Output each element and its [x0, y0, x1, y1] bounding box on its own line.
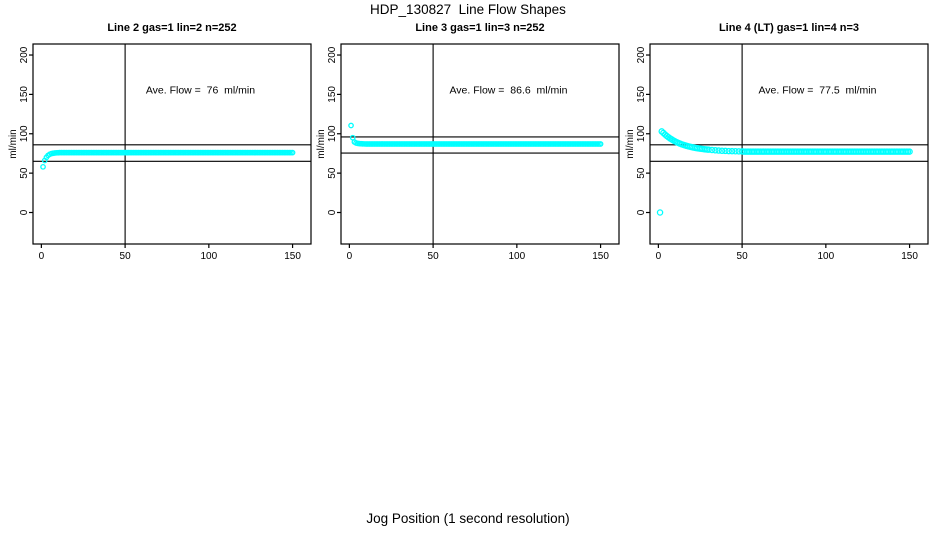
y-tick-label: 200: [19, 46, 30, 63]
y-tick-label: 100: [19, 125, 30, 142]
x-tick-label: 50: [737, 251, 749, 262]
data-point: [712, 147, 719, 154]
ave-flow-annotation: Ave. Flow = 86.6 ml/min: [449, 85, 567, 97]
plot-box: [32, 43, 312, 245]
data-point: [708, 146, 716, 154]
y-axis-label: ml/min: [316, 129, 327, 158]
y-tick-label: 150: [327, 86, 338, 103]
ave-flow-annotation: Ave. Flow = 77.5 ml/min: [758, 85, 876, 97]
data-point: [289, 149, 296, 156]
y-tick-label: 200: [327, 46, 338, 63]
panel-line3: Line 3 gas=1 lin=3 n=252 0 50 100 150 0 50 100…: [313, 22, 621, 272]
y-tick-label: 100: [636, 125, 647, 142]
x-tick-label: 0: [39, 251, 45, 262]
data-point: [40, 163, 46, 170]
plot-box: [340, 43, 620, 245]
x-tick-label: 50: [428, 251, 440, 262]
y-tick-label: 150: [19, 86, 30, 103]
data-point: [656, 209, 664, 216]
data-point: [715, 147, 722, 154]
y-tick-label: 150: [636, 86, 647, 103]
plot-box: [649, 43, 929, 245]
data-point: [597, 141, 604, 147]
plot-line3: 0 50 100 150 0 50 100 150 200 ml/min Ave. Flow = 8…: [316, 43, 620, 262]
y-tick-label: 50: [636, 167, 647, 179]
data-point: [722, 147, 729, 155]
data-point: [906, 148, 913, 155]
panel-line2: Line 2 gas=1 lin=2 n=252 0 50 100 150 0 50 100…: [5, 22, 313, 272]
y-tick-label: 0: [636, 209, 647, 215]
panel-title-line4: Line 4 (LT) gas=1 lin=4 n=3: [718, 22, 860, 34]
x-tick-label: 100: [200, 251, 217, 262]
y-tick-label: 50: [19, 167, 30, 179]
x-tick-label: 150: [901, 251, 918, 262]
y-tick-label: 50: [327, 167, 338, 179]
y-tick-label: 0: [327, 209, 338, 215]
data-point: [705, 146, 712, 153]
x-tick-label: 150: [592, 251, 609, 262]
y-tick-label: 100: [327, 125, 338, 142]
data-point: [718, 147, 726, 155]
plot-line2: 0 50 100 150 0 50 100 150 200 ml/min Ave. Flow = 7…: [8, 43, 312, 262]
x-tick-label: 0: [347, 251, 353, 262]
x-tick-label: 0: [656, 251, 662, 262]
panel-title-line3: Line 3 gas=1 lin=3 n=252: [415, 22, 545, 34]
x-tick-label: 100: [817, 251, 834, 262]
data-point: [348, 122, 354, 129]
ave-flow-annotation: Ave. Flow = 76 ml/min: [146, 85, 255, 97]
plot-line4: 0 50 100 150 0 50 100 150 200 ml/min Ave. Flow = 7…: [625, 43, 929, 262]
y-axis-label: ml/min: [625, 129, 636, 158]
panel-title-line2: Line 2 gas=1 lin=2 n=252: [107, 22, 237, 34]
x-tick-label: 150: [284, 251, 301, 262]
figure-title: HDP_130827 Line Flow Shapes: [370, 2, 566, 17]
y-tick-label: 0: [19, 209, 30, 215]
x-axis-label: Jog Position (1 second resolution): [366, 511, 570, 526]
x-tick-label: 50: [120, 251, 132, 262]
x-tick-label: 100: [508, 251, 525, 262]
data-point: [728, 147, 736, 155]
panel-line4: Line 4 (LT) gas=1 lin=4 n=3 0 50 100 150 0 50…: [622, 22, 930, 272]
y-axis-label: ml/min: [8, 129, 19, 158]
data-point: [725, 147, 732, 155]
data-point: [732, 147, 739, 155]
y-tick-label: 200: [636, 46, 647, 63]
